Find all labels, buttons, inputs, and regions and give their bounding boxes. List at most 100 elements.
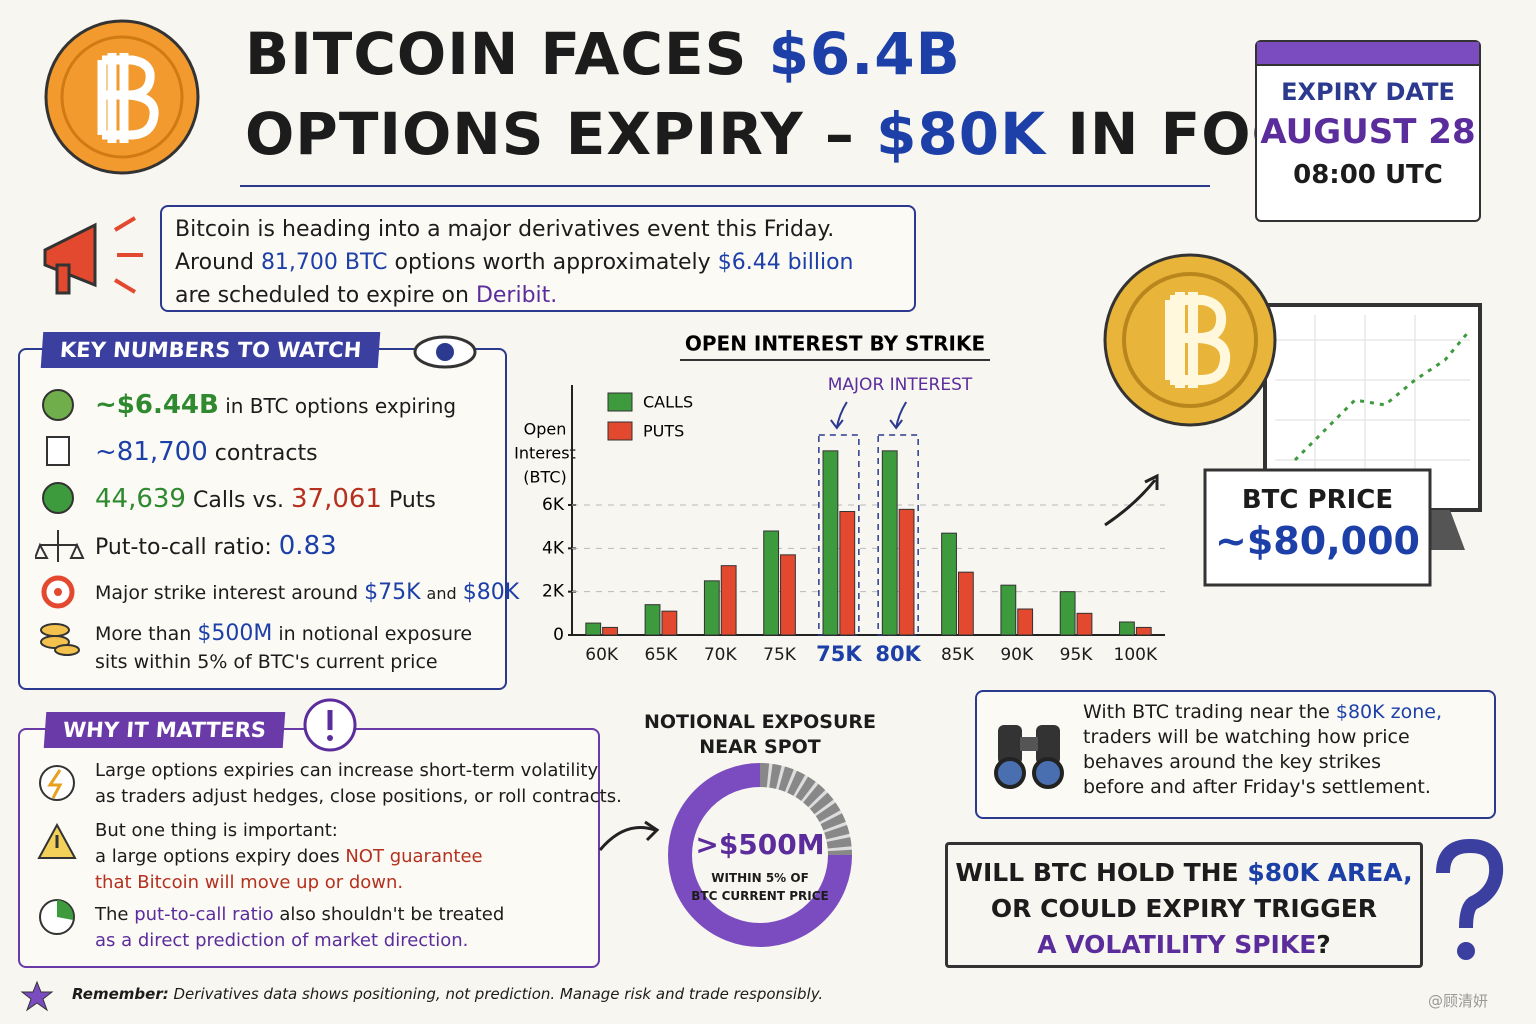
exposure-donut <box>598 763 852 947</box>
why-item: But one thing is important: a large optio… <box>95 818 483 896</box>
key-item: ~81,700 contracts <box>95 437 318 467</box>
expiry-date: AUGUST 28 <box>1260 112 1476 152</box>
exposure-center: >$500M WITHIN 5% OF BTC CURRENT PRICE <box>680 828 840 905</box>
key-icons <box>35 389 85 656</box>
bar <box>881 450 898 636</box>
watch-line: With BTC trading near the <box>1083 701 1330 723</box>
megaphone-icon <box>43 216 143 295</box>
bar <box>839 511 856 636</box>
why-text: a large options expiry does <box>95 846 340 867</box>
x-tick-label: 100K <box>1114 645 1158 665</box>
bar-chart: OPEN INTEREST BY STRIKE Open Interest (BTC)… <box>514 332 1165 666</box>
exposure-title-line: NEAR SPOT <box>699 736 821 758</box>
watch-box <box>975 690 1496 819</box>
intro-line: are scheduled to expire on Deribit. <box>175 279 905 312</box>
bar <box>1076 612 1093 636</box>
why-highlight: as a direct prediction of market directi… <box>95 930 469 951</box>
bar <box>898 508 915 636</box>
legend-swatch <box>607 392 633 412</box>
title-highlight: $80K <box>876 100 1047 168</box>
legend-label: PUTS <box>643 422 684 441</box>
key-value: $500M <box>197 621 273 646</box>
title-text: OPTIONS EXPIRY – <box>245 100 855 168</box>
watch-line: before and after Friday's settlement. <box>1083 776 1431 798</box>
legend-label: CALLS <box>643 393 693 412</box>
key-item: 44,639 Calls vs. 37,061 Puts <box>95 484 436 514</box>
why-text: But one thing is important: <box>95 820 338 841</box>
bar <box>763 530 780 636</box>
y-axis-label: (BTC) <box>523 468 566 487</box>
key-text: Major strike interest around <box>95 582 359 604</box>
x-tick-label: 75K <box>763 645 797 665</box>
btc-illustration <box>1103 253 1482 587</box>
question-line: OR COULD EXPIRY TRIGGER <box>990 894 1378 923</box>
bar <box>957 571 974 636</box>
annotation-arrow <box>889 401 908 430</box>
y-tick-label: 4K <box>542 538 565 558</box>
watermark: @顾清妍 <box>1428 992 1489 1010</box>
bar <box>585 622 602 636</box>
big-question-icon <box>1436 838 1504 960</box>
bar <box>941 532 957 636</box>
watch-highlight: $80K zone, <box>1335 701 1442 723</box>
y-tick-label: 0 <box>553 625 564 645</box>
key-text: in notional exposure <box>278 623 473 645</box>
why-title: WHY IT MATTERS <box>43 712 286 748</box>
x-tick-label: 60K <box>585 645 619 665</box>
why-text: also shouldn't be treated <box>279 904 505 925</box>
exposure-caption: WITHIN 5% OF <box>711 871 809 885</box>
x-tick-label: 75K <box>816 642 862 666</box>
title-line-2: OPTIONS EXPIRY – $80K IN FOCUS <box>245 105 1386 163</box>
key-value: 0.83 <box>278 531 337 561</box>
bar <box>1017 608 1034 636</box>
x-tick-label: 90K <box>1000 645 1034 665</box>
footer-label: Remember: <box>72 985 169 1003</box>
x-tick-label: 80K <box>875 642 921 666</box>
title-underline <box>240 185 1210 187</box>
y-tick-label: 2K <box>542 582 565 602</box>
key-text: More than <box>95 623 192 645</box>
watch-text: With BTC trading near the $80K zone, trad… <box>1083 700 1442 800</box>
x-tick-label: 70K <box>704 645 738 665</box>
key-item: More than $500M in notional exposure sits… <box>95 620 472 676</box>
key-text: in BTC options expiring <box>225 394 457 418</box>
intro-highlight: Deribit. <box>475 283 558 308</box>
x-tick-label: 85K <box>941 645 975 665</box>
intro-box <box>160 205 916 312</box>
intro-text: Bitcoin is heading into a major derivati… <box>175 213 905 312</box>
why-item: The put-to-call ratio also shouldn't be … <box>95 902 504 954</box>
price-card: BTC PRICE ~$80,000 <box>1205 485 1430 563</box>
key-text: sits within 5% of BTC's current price <box>95 651 438 673</box>
binoculars-icon <box>994 725 1064 789</box>
exposure-title: NOTIONAL EXPOSURE NEAR SPOT <box>640 710 880 760</box>
why-text: Large options expiries can increase shor… <box>95 760 599 781</box>
x-tick-label: 95K <box>1060 645 1094 665</box>
bar <box>780 554 796 636</box>
question-highlight: A VOLATILITY SPIKE <box>1037 930 1317 959</box>
why-highlight: put-to-call ratio <box>134 904 274 925</box>
bar <box>1135 626 1152 636</box>
bar <box>720 565 737 636</box>
exposure-value: >$500M <box>695 828 825 861</box>
price-value: ~$80,000 <box>1215 519 1420 563</box>
key-value: 37,061 <box>290 484 382 514</box>
key-text: contracts <box>214 441 318 466</box>
bar <box>1119 621 1135 636</box>
intro-highlight: $6.44 billion <box>717 250 854 275</box>
key-value: 44,639 <box>95 484 186 514</box>
question-text: WILL BTC HOLD THE $80K AREA, OR COULD EXP… <box>945 855 1423 963</box>
y-tick-label: 6K <box>542 495 565 515</box>
bar <box>703 580 720 636</box>
question-mark: ? <box>1316 930 1331 959</box>
key-item: Major strike interest around $75K and $8… <box>95 580 519 605</box>
key-value: ~$6.44B <box>95 390 219 420</box>
why-highlight: that Bitcoin will move up or down. <box>95 872 404 893</box>
key-text: Calls vs. <box>192 488 284 513</box>
intro-line: Bitcoin is heading into a major derivati… <box>175 217 835 242</box>
watch-line: traders will be watching how price <box>1083 726 1410 748</box>
title-line-1: BITCOIN FACES $6.4B <box>245 25 961 83</box>
key-item: ~$6.44B in BTC options expiring <box>95 390 456 420</box>
legend-swatch <box>607 421 633 441</box>
